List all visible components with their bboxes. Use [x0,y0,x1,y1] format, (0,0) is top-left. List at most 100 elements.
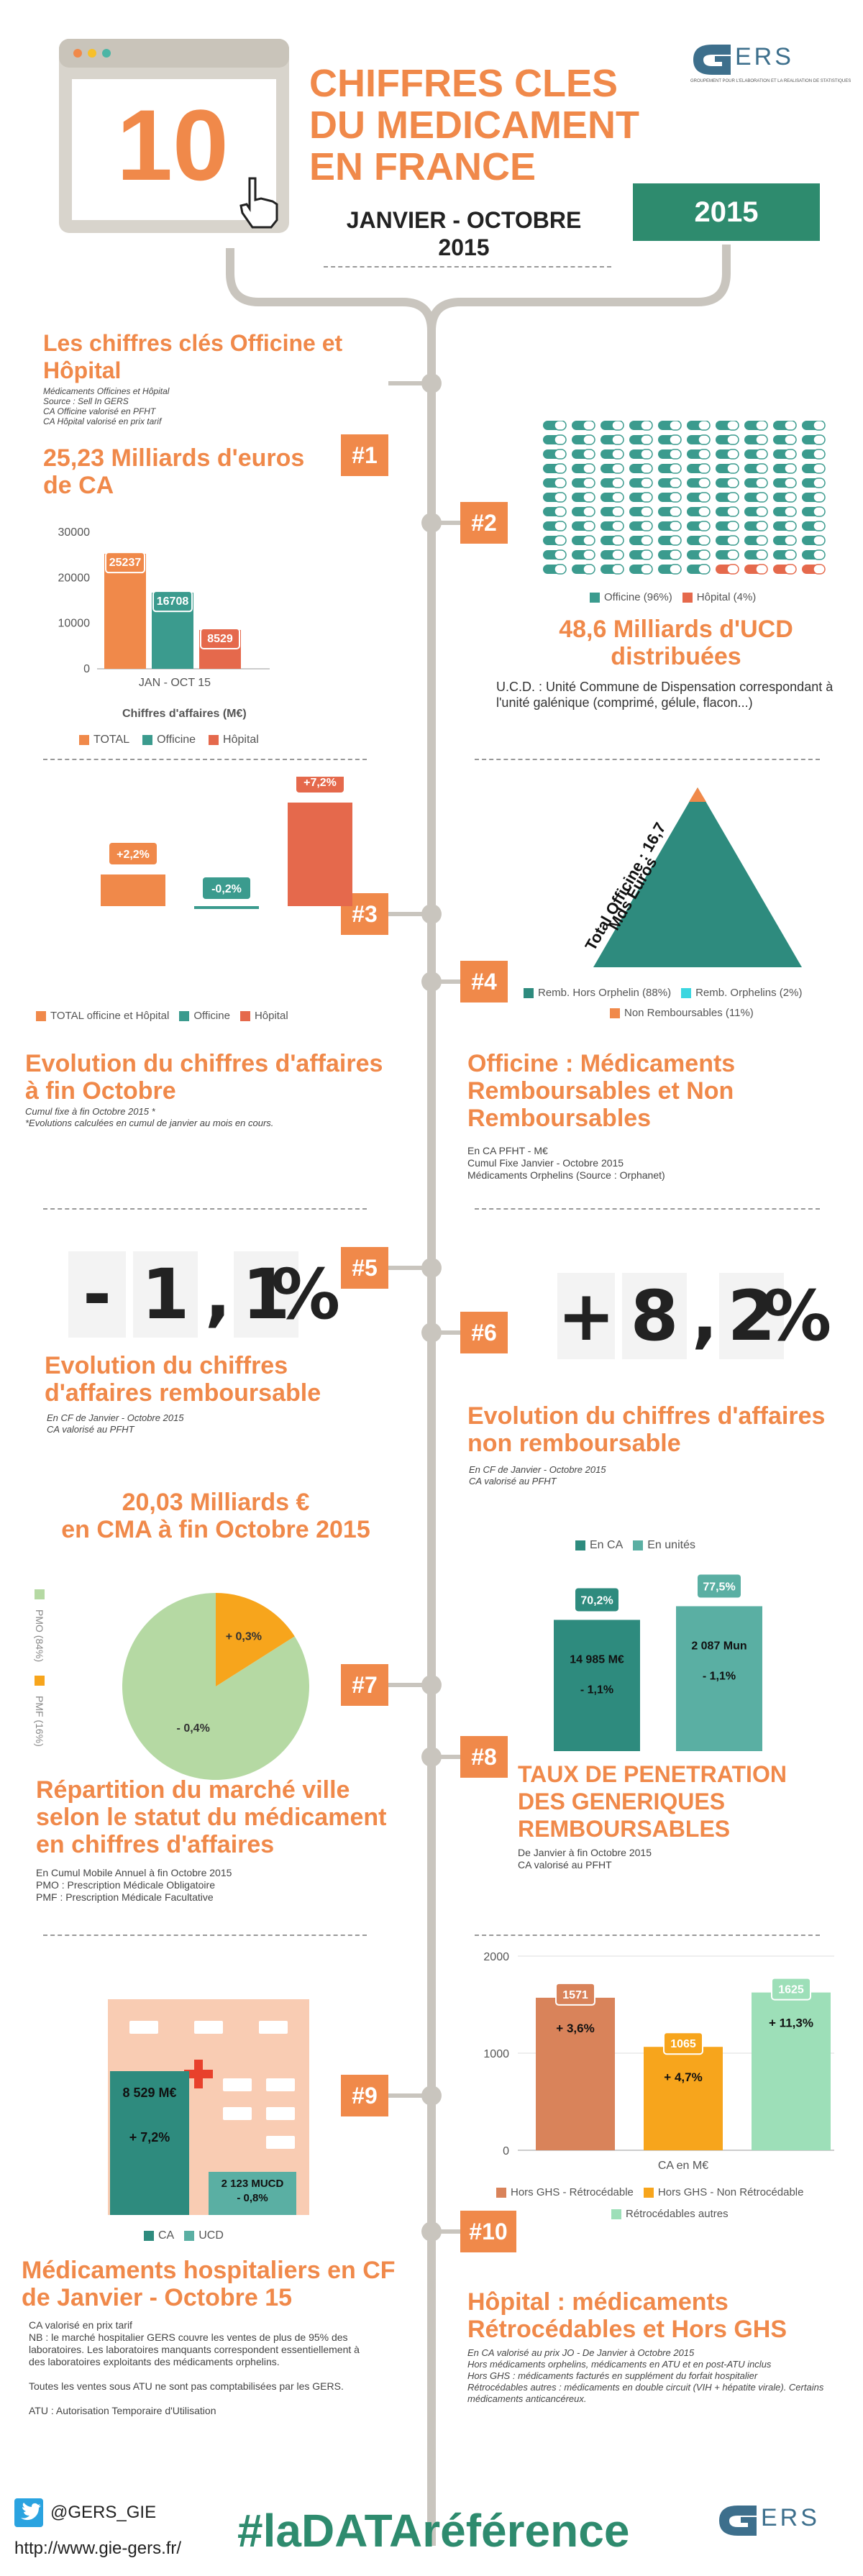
pill-half [611,434,624,445]
legend-hospital: CA UCD [144,2229,224,2242]
gen-label-1: 77,5% [703,1581,735,1594]
gen-inner-1: 2 087 Mun [691,1640,746,1653]
s1-headline: 25,23 Milliards d'euros de CA [43,444,305,499]
pill-half [698,449,711,460]
legend-item-hopital: Hôpital [209,734,259,746]
hospital-ca-evol: + 7,2% [129,2130,170,2145]
pill-half [784,549,797,560]
pill-half [611,535,624,546]
x-tick-label: CA en M€ [658,2160,708,2172]
pill-half [726,521,739,531]
pill-half [755,478,768,488]
evol-label-box-2 [296,777,344,793]
s6-note-2: CA valorisé au PFHT [469,1476,557,1486]
footer-logo-icon [719,2506,757,2536]
browser-window-icon [59,39,289,233]
evol-bar-2 [288,803,352,906]
evol-label-2: +7,2% [303,777,337,789]
pill-half [698,535,711,546]
legend-item-total: TOTAL [79,734,129,746]
retro-label-box-2 [771,1977,811,2001]
s10-note-3: Hors GHS : médicaments facturés en suppl… [467,2370,758,2381]
s10-title: Hôpital : médicaments Rétrocédables et H… [467,2288,787,2343]
pill-half [583,506,595,517]
s2-headline: 48,6 Milliards d'UCD distribuées [559,616,793,670]
twitter-icon[interactable] [14,2498,43,2527]
pill-half [726,478,739,488]
s6-comma: , [691,1276,718,1356]
pill-half [698,521,711,531]
pill-half [784,478,797,488]
pill-half [583,421,595,431]
pill-half [640,521,653,531]
pill-half [640,434,653,445]
legend-item-retrocedable: Hors GHS - Rétrocédable [496,2186,634,2198]
s9-note-3: Toutes les ventes sous ATU ne sont pas c… [29,2380,344,2392]
website-url[interactable]: http://www.gie-gers.fr/ [14,2539,182,2558]
period-line1: JANVIER - OCTOBRE [346,207,582,233]
pill-half [698,564,711,575]
pill-half [583,449,595,460]
pill-half [755,506,768,517]
legend-label-pmo: PMO (84%) [34,1609,45,1663]
pill-half [611,478,624,488]
retro-evol-0: + 3,6% [556,2022,594,2035]
twitter-handle[interactable]: @GERS_GIE [50,2503,157,2522]
s8-note-1: De Janvier à fin Octobre 2015 [518,1847,652,1858]
legend-pmo: PMO (84%) [29,1589,50,1697]
legend-item-retro-autres: Rétrocédables autres [611,2208,729,2220]
pill-half [813,421,826,431]
legend-swatch-pmo [35,1589,45,1599]
gen-label-0: 70,2% [580,1594,613,1607]
pill-half [669,535,682,546]
pill-half [640,492,653,503]
pill-half [813,434,826,445]
s3-note-1: Cumul fixe à fin Octobre 2015 * [25,1106,155,1117]
y-tick-label: 0 [503,2145,509,2157]
s3-note-2: *Evolutions calculées en cumul de janvie… [25,1118,274,1128]
evol-label-1: -0,2% [211,883,242,895]
legend-swatch-pmf [35,1676,45,1686]
legend-retro-2: Rétrocédables autres [611,2208,729,2220]
pill-half [755,421,768,431]
s7-note-1: En Cumul Mobile Annuel à fin Octobre 201… [36,1867,232,1878]
pill-half [726,506,739,517]
legend-label-pmf: PMF (16%) [34,1696,45,1747]
pill-half [611,421,624,431]
s6-sign: + [557,1273,615,1359]
pill-half [669,506,682,517]
pill-half [583,478,595,488]
s7-note-2: PMO : Prescription Médicale Obligatoire [36,1879,215,1891]
gen-label-box-1 [698,1574,741,1598]
pill-half [813,478,826,488]
s1-caption: Chiffres d'affaires (M€) [122,708,247,720]
pill-half [554,478,567,488]
s1-note-2: Source : Sell In GERS [43,396,129,406]
s5-sign: - [68,1251,126,1338]
pill-half [813,506,826,517]
s7-note-3: PMF : Prescription Médicale Facultative [36,1891,214,1903]
gen-evol-1: - 1,1% [703,1671,736,1683]
badge-2: #2 [460,502,508,544]
pill-half [611,463,624,474]
pill-half [784,463,797,474]
retro-label-2: 1625 [778,1984,804,1996]
pill-half [698,506,711,517]
pill-half [554,506,567,517]
pill-half [554,421,567,431]
legend-item-non-remb: Non Remboursables (11%) [610,1007,754,1019]
pill-half [669,421,682,431]
pill-half [669,564,682,575]
pill-half [784,506,797,517]
x-tick-label: JAN - OCT 15 [139,677,211,689]
legend-item-remb-orphelins: Remb. Orphelins (2%) [681,987,802,999]
pill-half [640,549,653,560]
s5-percent: % [270,1254,341,1335]
s1-note-3: CA Officine valorisé en PFHT [43,406,156,416]
pill-half [813,564,826,575]
pie-label-1: + 0,3% [226,1630,262,1643]
s10-note-1: En CA valorisé au prix JO - De Janvier à… [467,2347,695,2358]
pill-half [755,535,768,546]
legend-item-hopital-ucd: Hôpital (4%) [682,591,756,603]
